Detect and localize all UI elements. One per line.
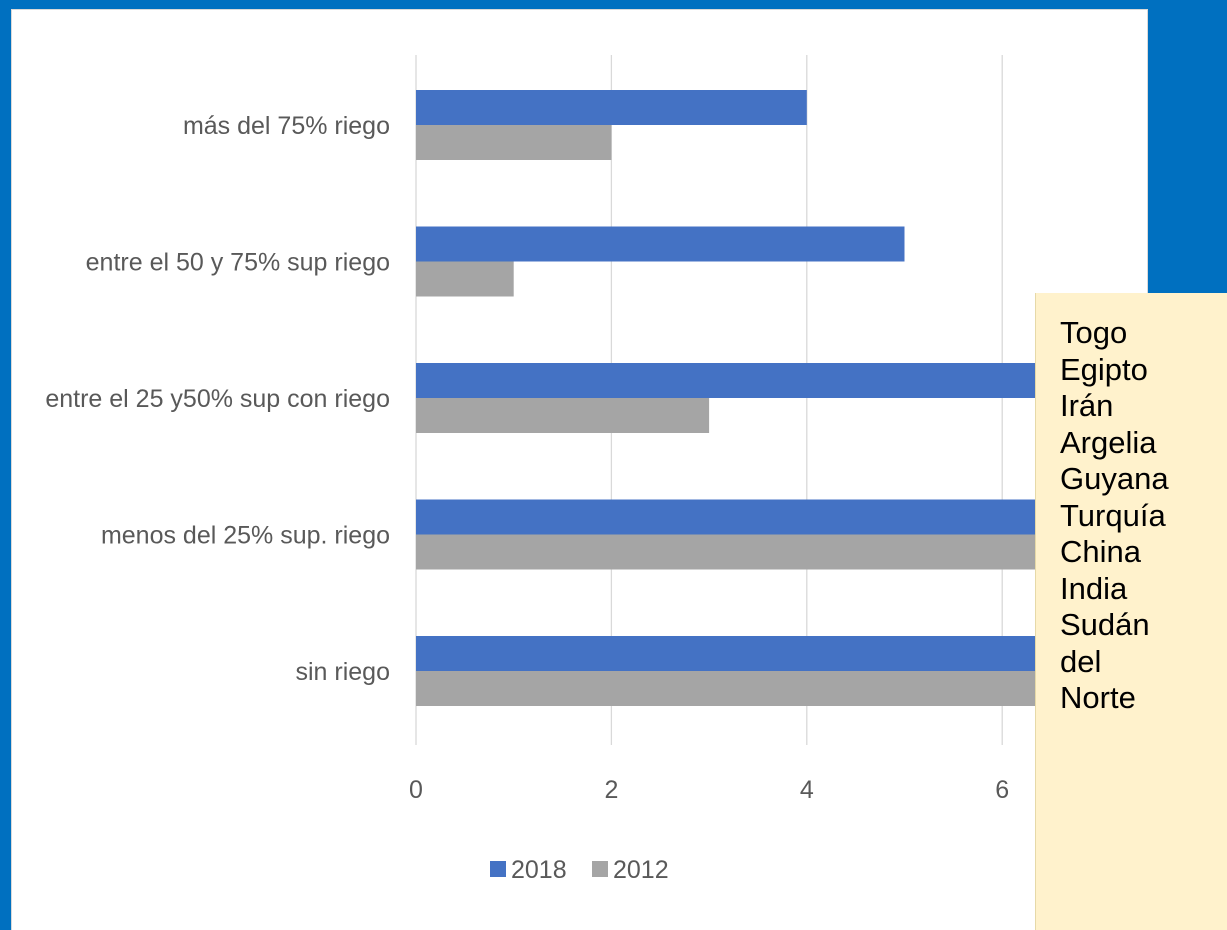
chart-panel: más del 75% riego entre el 50 y 75% sup r… xyxy=(12,10,1147,930)
category-label: entre el 50 y 75% sup riego xyxy=(86,249,390,277)
country-name: Irán xyxy=(1060,388,1114,423)
bar-chart: más del 75% riego entre el 50 y 75% sup r… xyxy=(45,55,1147,884)
bar-2012 xyxy=(416,261,514,297)
country-note-box: Togo Egipto Irán Argelia Guyana Turquía China I… xyxy=(1035,293,1227,930)
category-label: sin riego xyxy=(296,658,391,686)
x-tick-label: 2 xyxy=(604,776,618,804)
country-name: India xyxy=(1060,570,1128,606)
bars xyxy=(416,90,1147,706)
bar-2012 xyxy=(416,671,1147,706)
legend-swatch xyxy=(490,861,506,877)
bar-2012 xyxy=(416,534,1147,570)
category-label: menos del 25% sup. riego xyxy=(101,522,390,550)
x-tick-label: 0 xyxy=(409,776,423,804)
x-tick-label: 6 xyxy=(995,776,1009,804)
x-tick-label: 4 xyxy=(800,776,814,804)
country-name: Guyana xyxy=(1060,461,1169,496)
legend-label: 2012 xyxy=(613,856,669,884)
country-name: Egipto xyxy=(1060,351,1148,387)
bar-2018 xyxy=(416,226,905,262)
country-name: Norte xyxy=(1060,680,1136,715)
bar-2018 xyxy=(416,90,807,125)
country-name: del xyxy=(1060,643,1102,679)
country-name: Argelia xyxy=(1060,424,1157,460)
legend-swatch xyxy=(592,861,608,877)
bar-2018 xyxy=(416,363,1100,398)
country-name: Sudán xyxy=(1060,607,1150,642)
x-tick-labels: 024681012 xyxy=(409,776,1009,804)
country-name: Togo xyxy=(1060,315,1128,350)
country-name: Turquía xyxy=(1060,497,1166,533)
bar-2018 xyxy=(416,636,1100,671)
bar-2012 xyxy=(416,398,710,433)
category-labels: más del 75% riego entre el 50 y 75% sup r… xyxy=(45,112,390,686)
bar-2018 xyxy=(416,499,1147,535)
country-name: China xyxy=(1060,534,1141,569)
bar-2012 xyxy=(416,125,612,160)
legend: 2018 2012 xyxy=(490,856,669,884)
category-label: más del 75% riego xyxy=(183,112,390,140)
legend-label: 2018 xyxy=(511,856,567,884)
category-label: entre el 25 y50% sup con riego xyxy=(45,385,390,413)
